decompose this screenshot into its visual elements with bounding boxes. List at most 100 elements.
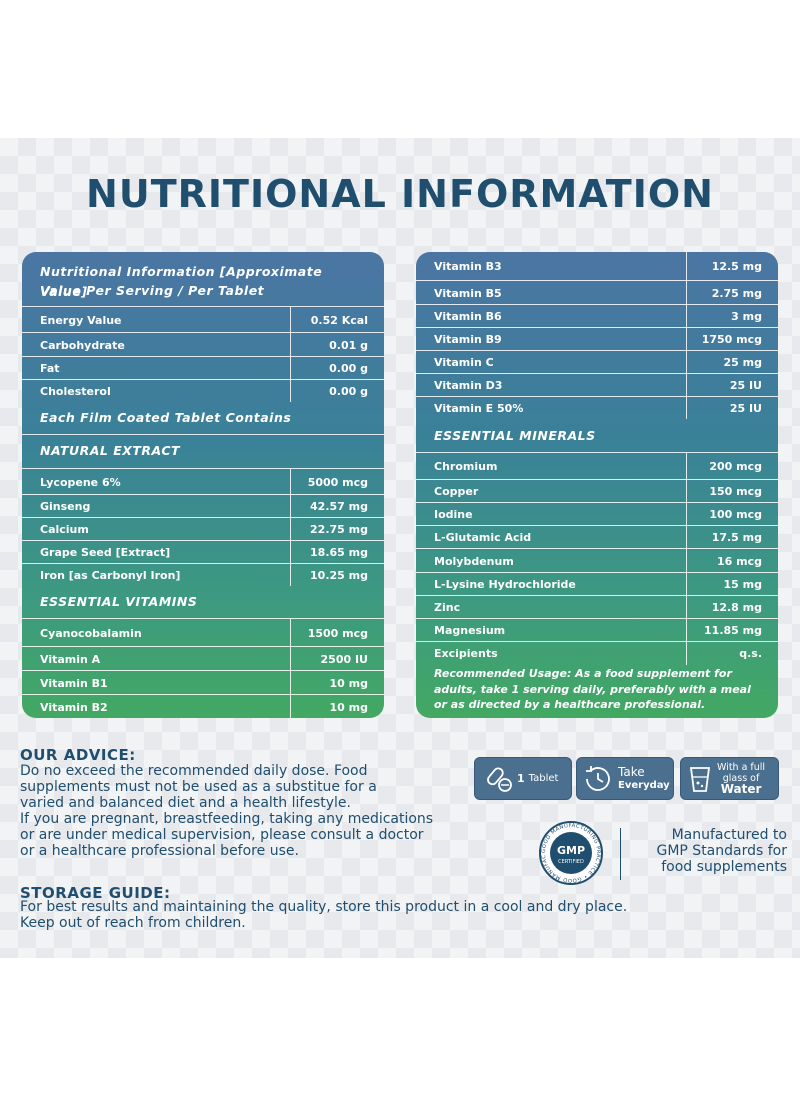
nutrient-value: 17.5 mg [711,531,762,544]
nutrient-value: 25 IU [729,401,762,415]
storage-text: For best results and maintaining the qua… [20,899,628,931]
table-header-line1: Nutritional Information [Approximate Val… [40,264,323,299]
column-divider [290,357,291,380]
table-row: Vitamin B6 3 mg [416,304,778,328]
nutrient-value: q.s. [739,647,762,660]
nutrient-value: 18.65 mg [310,546,368,559]
column-divider [686,281,687,305]
table-row: Vitamin B5 2.75 mg [416,280,778,305]
column-divider [290,333,291,357]
table-row: Grape Seed [Extract] 18.65 mg [22,540,384,564]
glass-of-water-icon [689,766,711,792]
column-divider [290,380,291,402]
nutrient-name: Energy Value [40,313,122,327]
table-row: Ginseng 42.57 mg [22,494,384,518]
table-row: Copper 150 mcg [416,479,778,503]
column-divider [686,503,687,526]
tablet-count: 1 [517,772,525,785]
water-line-1: With a full [717,762,766,773]
column-divider [290,619,291,647]
column-divider [290,541,291,564]
table-row: Iron [as Carbonyl Iron] 10.25 mg [22,563,384,586]
nutrient-name: Vitamin A [40,652,101,666]
everyday-label: Everyday [618,779,670,791]
table-row: Calcium 22.75 mg [22,517,384,541]
nutrient-name: Vitamin B6 [434,310,502,323]
table-row: L-Lysine Hydrochloride 15 mg [416,572,778,596]
water-line-3: Water [720,782,762,796]
table-row: Excipients q.s. [416,641,778,665]
nutrient-value: 2500 IU [320,652,368,666]
table-row: Molybdenum 16 mcg [416,548,778,573]
column-divider [686,252,687,280]
gmp-statement: Manufactured to GMP Standards for food s… [656,827,787,875]
table-row: Vitamin B9 1750 mcg [416,327,778,351]
nutrient-value: 25 mg [723,356,762,369]
table-row: Fat 0.00 g [22,356,384,380]
column-divider [686,397,687,419]
column-divider [686,573,687,596]
nutrient-name: Iron [as Carbonyl Iron] [40,568,181,582]
dose-badge: 1 Tablet [474,757,572,800]
nutrient-value: 15 mg [723,578,762,591]
nutrient-value: 12.5 mg [711,259,762,273]
column-divider [686,642,687,665]
column-divider [686,480,687,503]
recommended-usage-note: Recommended Usage: As a food supplement … [434,667,751,711]
essential-minerals-heading: ESSENTIAL MINERALS [434,428,596,443]
storage-heading: STORAGE GUIDE: [20,884,171,902]
nutrient-name: Vitamin B5 [434,286,502,300]
nutrient-name: Vitamin B1 [40,676,108,690]
table-row: Zinc 12.8 mg [416,595,778,619]
nutrient-name: Vitamin C [434,356,494,369]
column-divider [290,495,291,518]
nutrient-value: 0.00 g [329,362,368,375]
nutrient-name: Lycopene 6% [40,475,121,489]
table-row: Chromium 200 mcg [416,452,778,480]
nutrient-name: Carbohydrate [40,338,125,352]
column-divider [290,469,291,495]
page-title: NUTRITIONAL INFORMATION [86,172,714,216]
daily-badge: Take Everyday [576,757,674,800]
table-row: Cyanocobalamin 1500 mcg [22,618,384,647]
advice-text: Do no exceed the recommended daily dose.… [20,763,434,859]
column-divider [686,596,687,619]
water-badge: With a full glass of Water [680,757,779,800]
divider [620,828,621,880]
tablet-label: Tablet [528,773,559,784]
nutrient-name: Ginseng [40,500,91,513]
nutrition-table-right: Vitamin B3 12.5 mg Vitamin B5 2.75 mg Vitami… [416,252,778,718]
column-divider [290,671,291,695]
table-row: Vitamin B1 10 mg [22,670,384,695]
nutrient-value: 42.57 mg [310,500,368,513]
nutrient-value: 150 mcg [709,485,762,498]
column-divider [290,564,291,586]
clock-icon [586,765,610,791]
table-row: Vitamin E 50% 25 IU [416,396,778,419]
column-divider [686,619,687,642]
gmp-seal-logo: GOOD MANUFACTURING PRACTICE • GOOD MANUF… [535,816,604,886]
svg-text:CERTIFIED: CERTIFIED [558,859,584,865]
column-divider [290,518,291,541]
column-divider [290,647,291,671]
column-divider [686,374,687,397]
nutrient-name: Fat [40,362,60,375]
nutrient-name: Calcium [40,523,89,536]
nutrient-name: Molybdenum [434,554,514,568]
nutrient-name: Chromium [434,460,498,473]
column-divider [686,328,687,351]
column-divider [686,549,687,573]
nutrient-name: Copper [434,485,479,498]
table-header-line2: Value Per Serving / Per Tablet [40,283,265,298]
nutrient-value: 5000 mcg [307,475,368,489]
table-row: Vitamin C 25 mg [416,350,778,374]
nutrient-value: 22.75 mg [310,523,368,536]
table-row: Magnesium 11.85 mg [416,618,778,642]
nutrient-name: Iodine [434,508,473,521]
nutrient-value: 10 mg [329,676,368,690]
take-label: Take [618,764,645,779]
table-row: Vitamin A 2500 IU [22,646,384,671]
nutrient-name: Grape Seed [Extract] [40,546,171,559]
nutrient-value: 0.01 g [329,338,368,352]
nutrient-value: 25 IU [729,379,762,392]
